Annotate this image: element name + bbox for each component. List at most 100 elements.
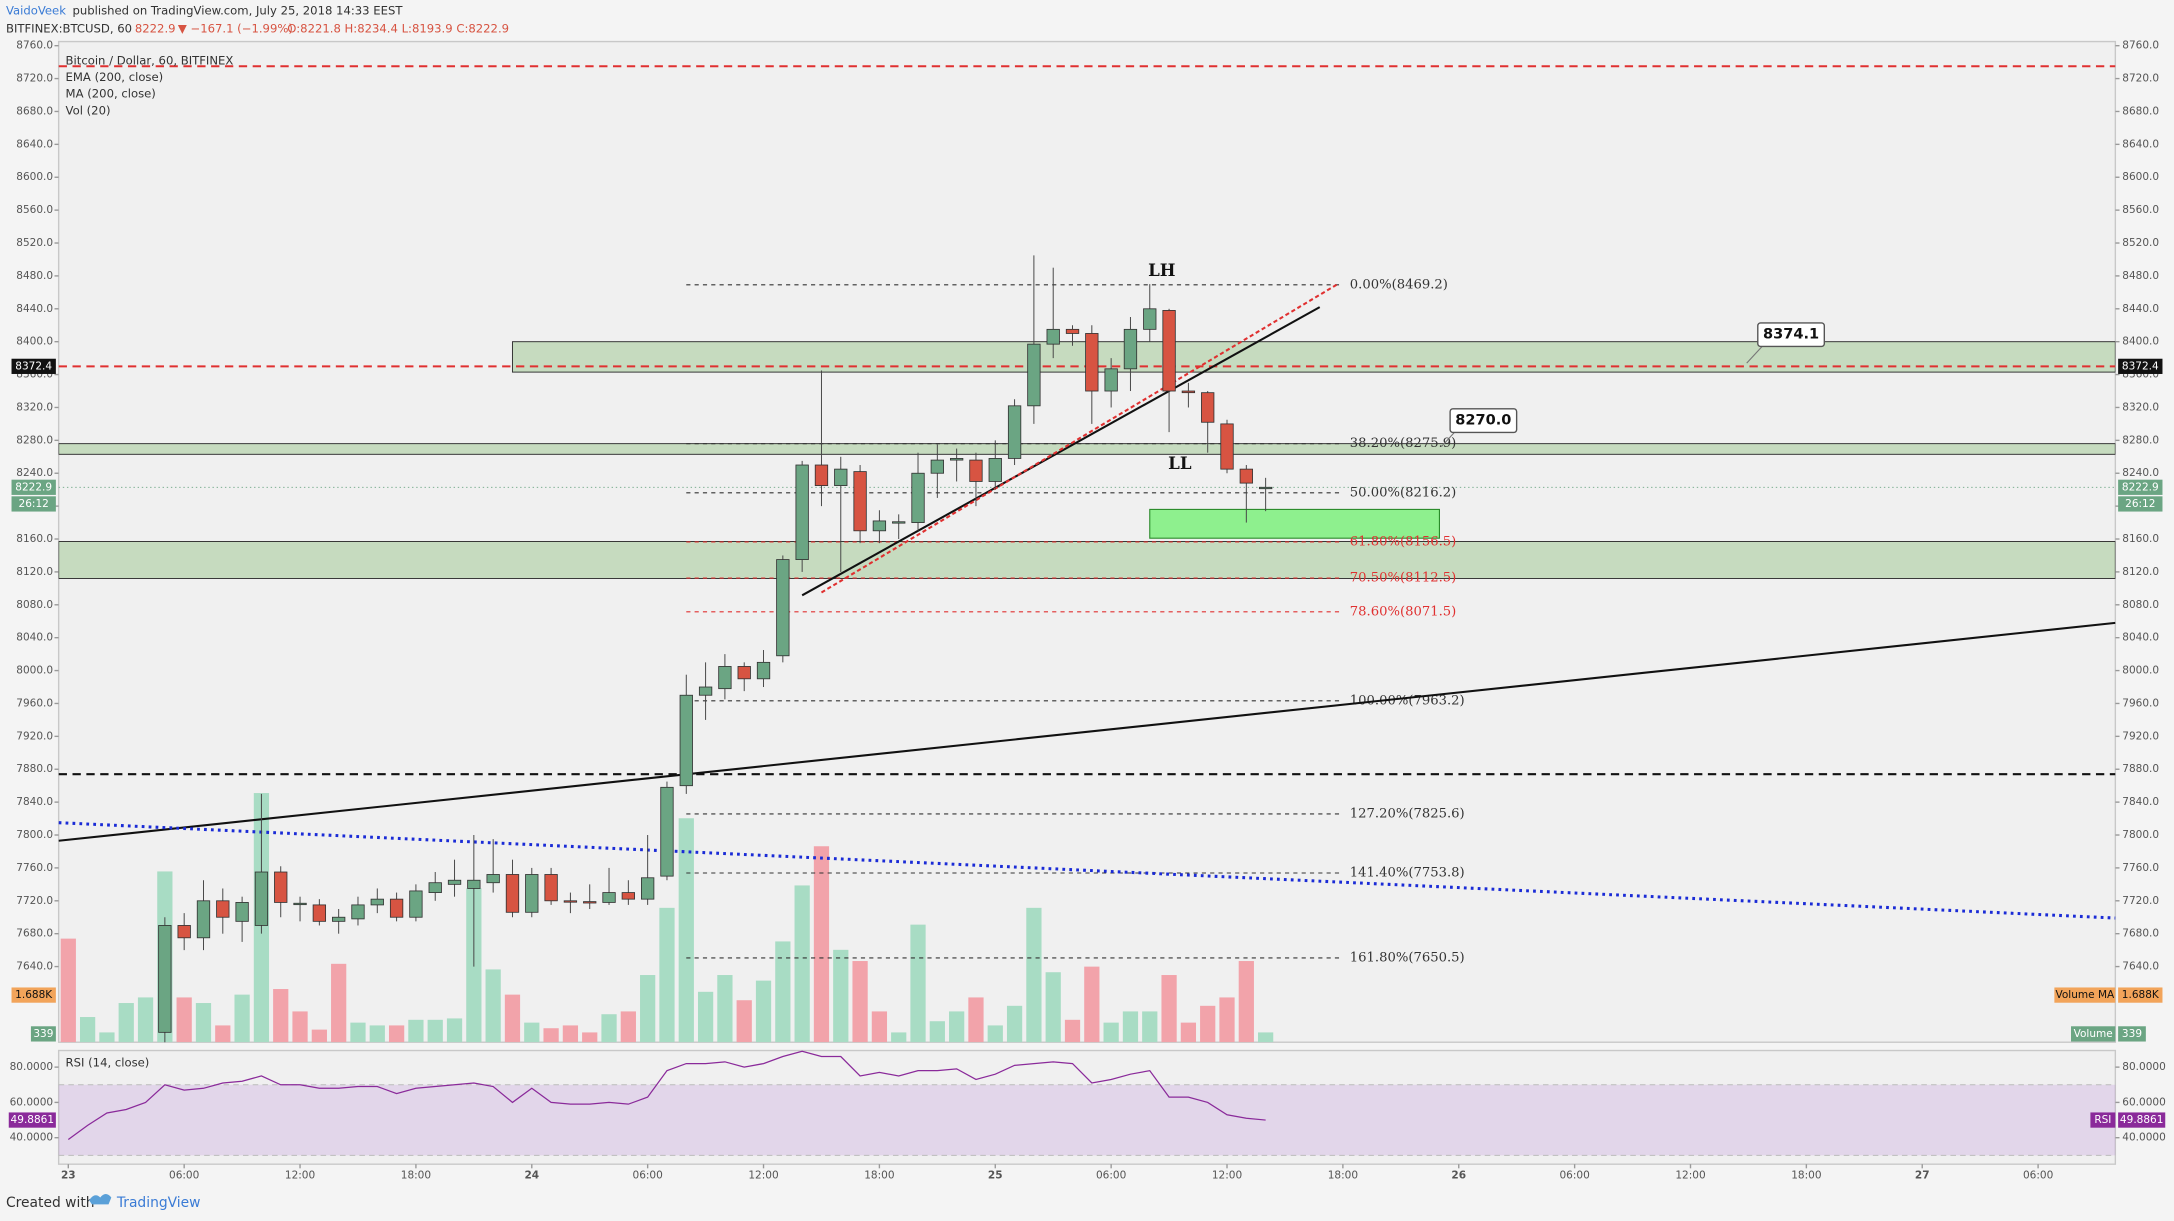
y-tick-label: 8600.0 bbox=[16, 171, 53, 183]
y-tick-label: 8480.0 bbox=[2122, 270, 2159, 282]
candle-body bbox=[756, 661, 771, 680]
y-tick-label: 8480.0 bbox=[16, 270, 53, 282]
volume-bar bbox=[504, 994, 521, 1043]
rsi-last-tag: 49.8861 bbox=[11, 1114, 55, 1126]
y-tick-label: 8720.0 bbox=[16, 73, 53, 85]
candle-body bbox=[660, 786, 674, 877]
volume-bar bbox=[659, 907, 675, 1043]
y-tick-label: 8680.0 bbox=[2122, 105, 2159, 117]
y-tick-label: 8120.0 bbox=[16, 566, 53, 578]
y-tick-label: 8080.0 bbox=[2122, 599, 2159, 611]
candle-body bbox=[834, 468, 848, 486]
candle-body bbox=[1201, 392, 1215, 423]
rsi-last-tag-bg bbox=[8, 1112, 56, 1128]
volume-bar bbox=[195, 1003, 212, 1043]
volume-bar bbox=[1200, 1005, 1216, 1043]
volume-bar bbox=[1180, 1022, 1197, 1043]
y-tick-label: 7960.0 bbox=[2122, 697, 2159, 709]
volume-bar bbox=[388, 1025, 405, 1043]
x-tick-label: 06:00 bbox=[1559, 1169, 1589, 1181]
y-tick-label: 8760.0 bbox=[16, 40, 53, 52]
y-tick-label: 8600.0 bbox=[2122, 171, 2159, 183]
volume-name-bg bbox=[2071, 1026, 2116, 1042]
candle-body bbox=[621, 892, 635, 900]
rsi-last-tag-bg bbox=[2118, 1112, 2166, 1128]
header-ohlc: O:8221.8 H:8234.4 L:8193.9 C:8222.9 bbox=[287, 22, 509, 36]
volume-bar bbox=[794, 885, 810, 1043]
volume-bar bbox=[601, 1014, 617, 1043]
y-tick-label: 7720.0 bbox=[2122, 895, 2159, 907]
fib-label: 78.60%(8071.5) bbox=[1350, 604, 1456, 619]
y-tick-label: 8720.0 bbox=[2122, 73, 2159, 85]
volume-bar bbox=[582, 1032, 598, 1043]
x-tick-label: 06:00 bbox=[169, 1169, 199, 1181]
callout-box bbox=[1449, 408, 1518, 434]
volume-bar bbox=[1103, 1022, 1119, 1043]
volume-bar bbox=[1045, 972, 1061, 1043]
candle-body bbox=[409, 890, 423, 918]
candle-body bbox=[1104, 368, 1118, 392]
header-change: ▼ −167.1 (−1.99%) bbox=[178, 22, 293, 36]
volume-bar bbox=[1006, 1005, 1023, 1043]
volume-bar bbox=[176, 997, 192, 1043]
x-tick-label: 12:00 bbox=[1675, 1169, 1705, 1181]
x-tick-label: 27 bbox=[1915, 1169, 1930, 1181]
candle-body bbox=[254, 871, 269, 926]
last-price-tag-bg bbox=[2118, 479, 2163, 495]
volume-bar bbox=[678, 818, 694, 1043]
volume-bar bbox=[697, 991, 714, 1043]
last-price-tag: 8222.9 bbox=[2122, 481, 2159, 493]
x-tick-label: 26 bbox=[1451, 1169, 1466, 1181]
candle-body bbox=[1065, 328, 1080, 334]
volume-ma-name-bg bbox=[2054, 987, 2116, 1003]
candle-body bbox=[776, 559, 790, 657]
candle-body bbox=[467, 879, 481, 889]
fib-label: 0.00%(8469.2) bbox=[1350, 277, 1448, 292]
candle-body bbox=[698, 686, 713, 696]
volume-bar bbox=[1122, 1011, 1139, 1043]
volume-ma-tag: 1.688K bbox=[2122, 989, 2160, 1001]
y-tick-label: 8280.0 bbox=[16, 434, 53, 446]
last-price-tag: 8222.9 bbox=[15, 481, 52, 493]
x-tick-label: 06:00 bbox=[632, 1169, 662, 1181]
candle-body bbox=[351, 904, 365, 920]
candle-body bbox=[853, 471, 867, 532]
tradingview-logo[interactable] bbox=[89, 1193, 112, 1205]
legend-entry: EMA (200, close) bbox=[66, 70, 164, 84]
footer-created: Created with bbox=[6, 1195, 95, 1211]
x-tick-label: 18:00 bbox=[864, 1169, 894, 1181]
rsi-tick-label: 60.0000 bbox=[2122, 1096, 2166, 1108]
y-tick-label: 7880.0 bbox=[16, 763, 53, 775]
fib-label: 141.40%(7753.8) bbox=[1350, 866, 1465, 881]
rsi-tick-label: 80.0000 bbox=[10, 1061, 54, 1073]
volume-bar bbox=[350, 1022, 366, 1043]
volume-bar bbox=[1064, 1019, 1081, 1043]
x-tick-label: 25 bbox=[988, 1169, 1003, 1181]
y-tick-label: 7760.0 bbox=[2122, 862, 2159, 874]
author[interactable]: VaidoVeek bbox=[6, 4, 66, 18]
x-tick-label: 12:00 bbox=[748, 1169, 778, 1181]
candle-body bbox=[814, 464, 829, 486]
volume-bar bbox=[562, 1025, 579, 1043]
volume-bar bbox=[369, 1025, 385, 1043]
rsi-tick-label: 40.0000 bbox=[10, 1132, 54, 1144]
annotation: LL bbox=[1168, 453, 1192, 473]
footer-brand[interactable]: TradingView bbox=[116, 1195, 201, 1211]
volume-bar bbox=[640, 975, 656, 1043]
y-tick-label: 8680.0 bbox=[16, 105, 53, 117]
symbol: BITFINEX:BTCUSD, 60 bbox=[6, 22, 132, 36]
y-tick-label: 8240.0 bbox=[2122, 467, 2159, 479]
zone bbox=[58, 541, 2116, 579]
x-tick-label: 24 bbox=[524, 1169, 539, 1181]
volume-tag: 339 bbox=[33, 1028, 53, 1040]
y-tick-label: 7840.0 bbox=[2122, 796, 2159, 808]
y-tick-label: 8400.0 bbox=[16, 336, 53, 348]
y-tick-label: 8000.0 bbox=[16, 665, 53, 677]
y-tick-label: 8160.0 bbox=[2122, 533, 2159, 545]
volume-bar bbox=[910, 924, 926, 1043]
y-tick-label: 8640.0 bbox=[16, 138, 53, 150]
volume-bar bbox=[717, 975, 733, 1043]
volume-bar bbox=[234, 994, 250, 1043]
legend-entry: Vol (20) bbox=[66, 103, 111, 117]
countdown-tag: 26:12 bbox=[19, 498, 49, 510]
